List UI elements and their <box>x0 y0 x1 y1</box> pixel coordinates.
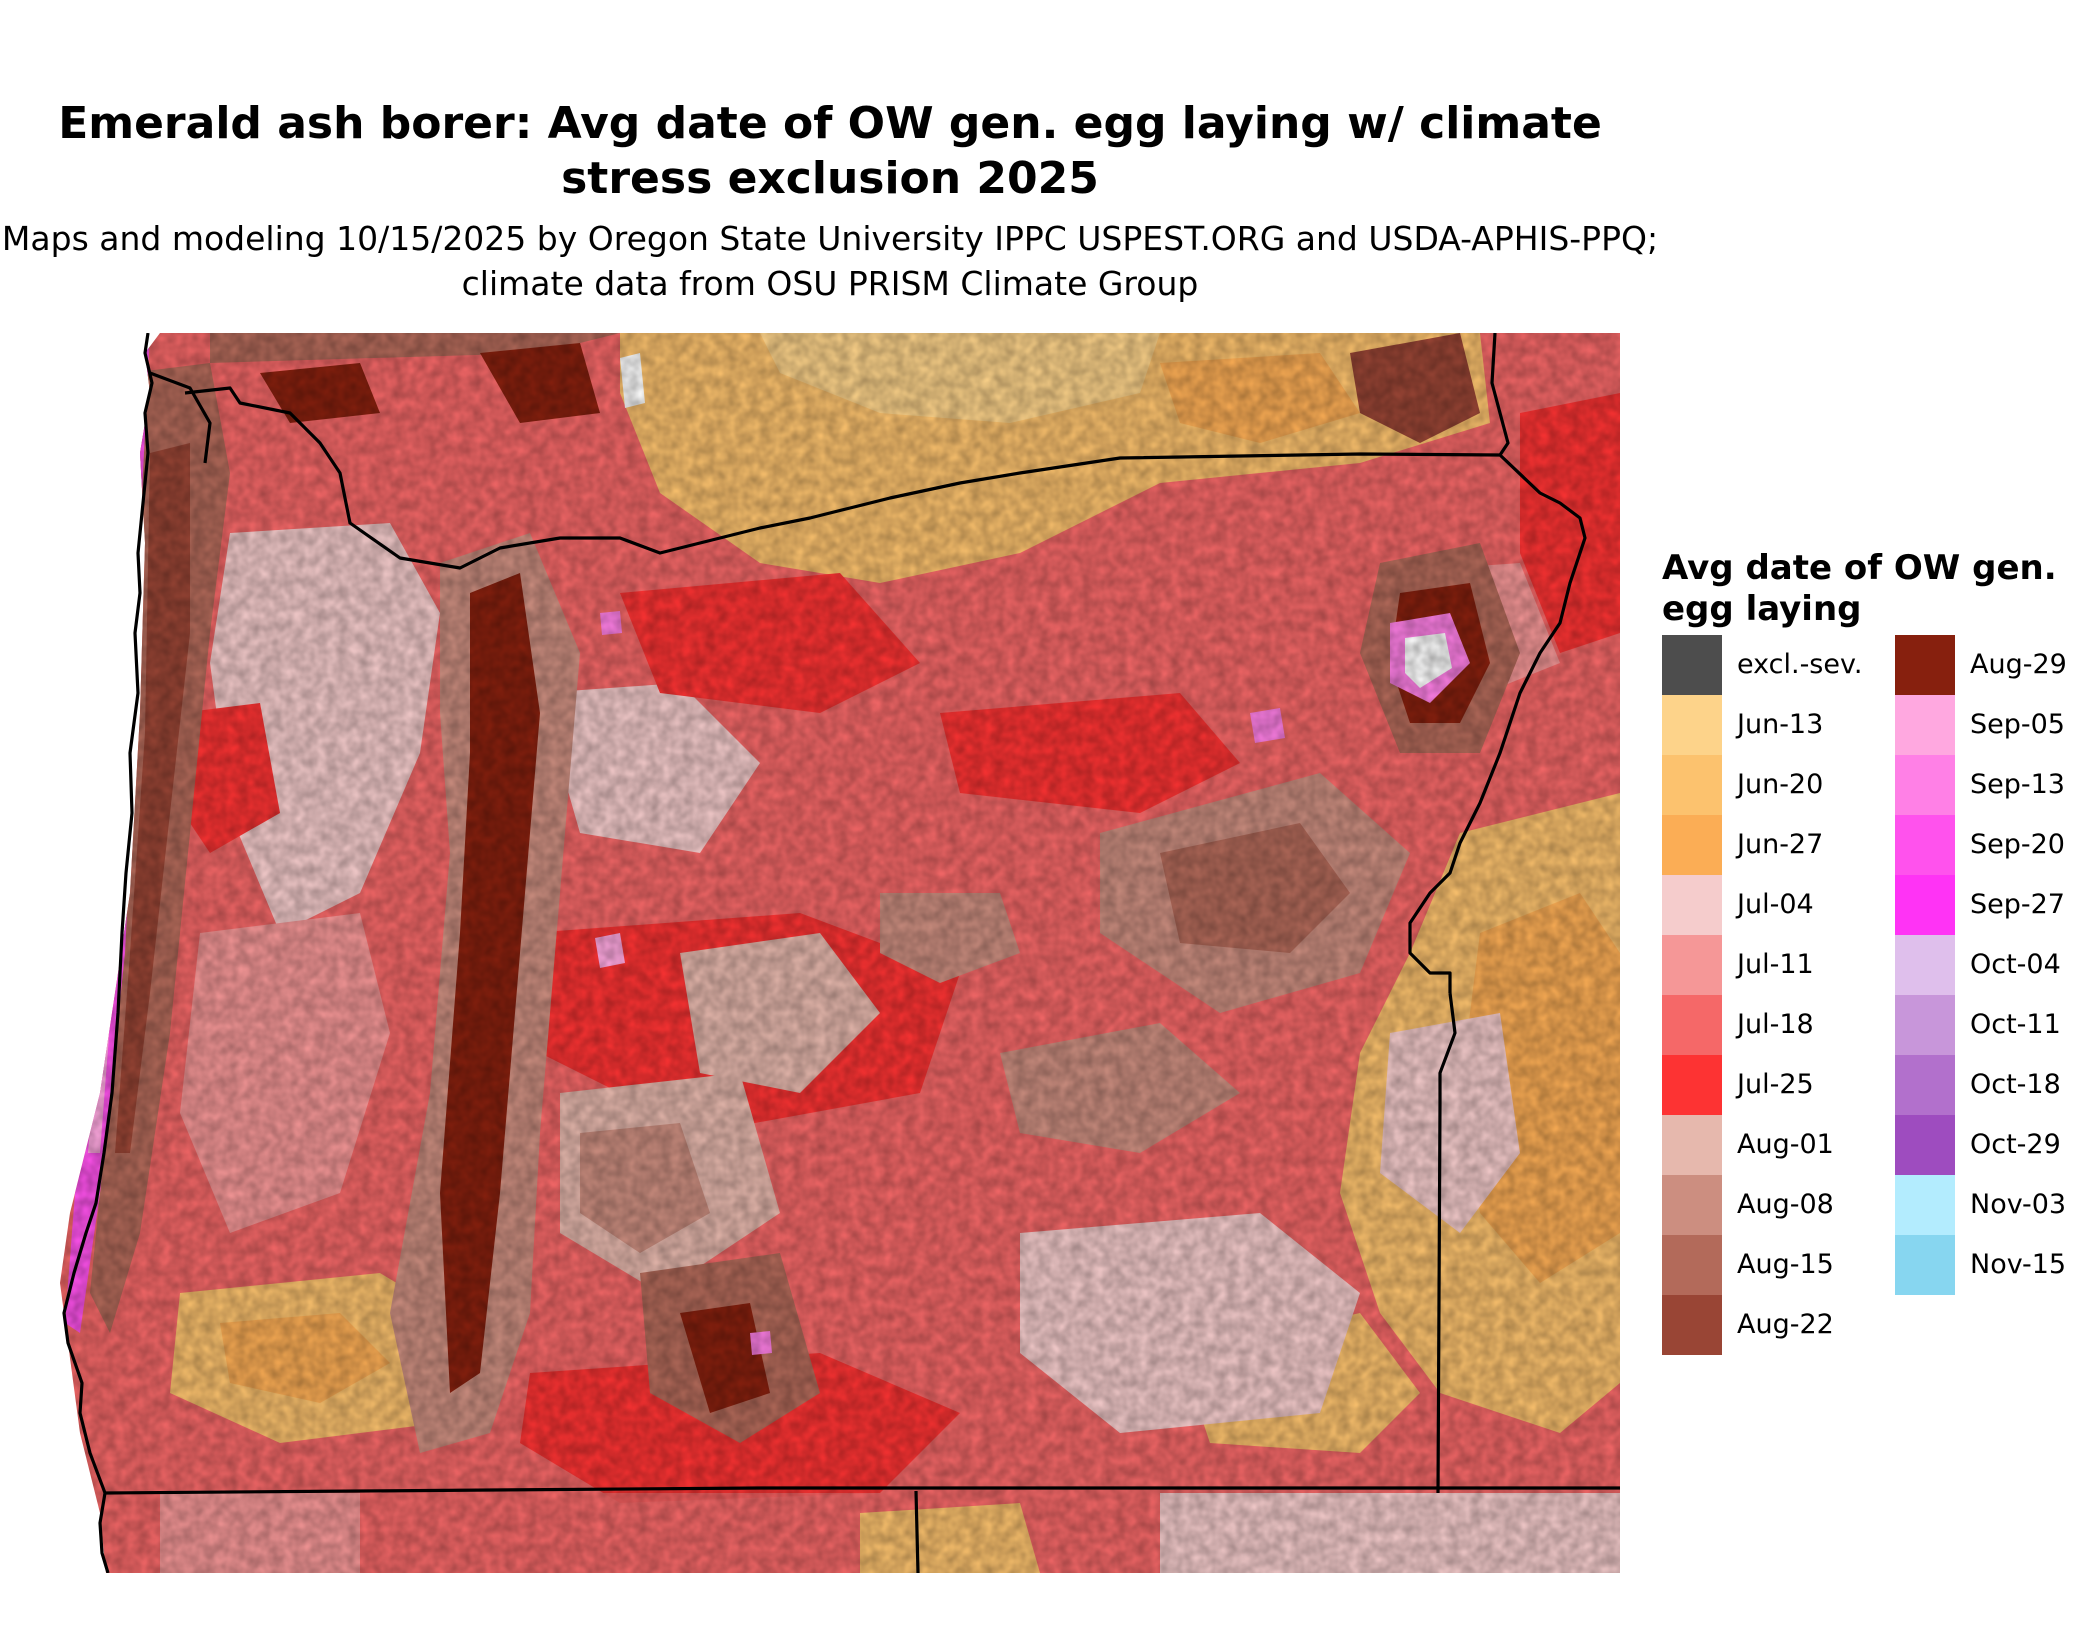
or-id-border <box>1436 992 1457 1494</box>
legend-label: Jul-04 <box>1737 889 1814 920</box>
legend-label: Sep-20 <box>1970 829 2065 860</box>
legend-swatch <box>1662 935 1722 995</box>
legend-swatch <box>1895 1055 1955 1115</box>
map-title: Emerald ash borer: Avg date of OW gen. e… <box>58 98 1602 204</box>
legend-swatch <box>1895 995 1955 1055</box>
legend-swatch <box>1895 935 1955 995</box>
legend-swatch <box>1895 755 1955 815</box>
legend-label: Oct-18 <box>1970 1069 2061 1100</box>
columbia-river-border <box>184 386 1587 993</box>
oregon-phenology-map <box>60 333 1620 1573</box>
legend-label: Oct-29 <box>1970 1129 2061 1160</box>
legend-swatch <box>1895 1175 1955 1235</box>
legend-swatch <box>1662 995 1722 1055</box>
legend-label: Aug-01 <box>1737 1129 1834 1160</box>
legend-swatch <box>1895 875 1955 935</box>
or-ca-nv-border <box>104 1486 1620 1495</box>
legend-label: Jul-25 <box>1737 1069 1814 1100</box>
legend-label: Jun-13 <box>1737 709 1824 740</box>
legend-swatch <box>1662 1235 1722 1295</box>
legend-label: Nov-03 <box>1970 1189 2067 1220</box>
legend-swatch <box>1662 1115 1722 1175</box>
legend-title: Avg date of OW gen. egg laying <box>1662 548 2057 629</box>
legend-swatch <box>1662 1175 1722 1235</box>
legend-label: Oct-04 <box>1970 949 2061 980</box>
map-raster <box>60 333 1620 1573</box>
state-boundaries <box>62 333 1620 1573</box>
legend-label: Jun-20 <box>1737 769 1824 800</box>
legend-label: Aug-15 <box>1737 1249 1834 1280</box>
legend-swatch <box>1895 1115 1955 1175</box>
legend-label: Sep-05 <box>1970 709 2065 740</box>
pacific-coastline <box>62 333 154 1573</box>
legend-label: Jul-11 <box>1737 949 1814 980</box>
legend-swatch <box>1662 695 1722 755</box>
legend-label: Jul-18 <box>1737 1009 1814 1040</box>
wa-id-border <box>1490 333 1510 456</box>
legend-label: Nov-15 <box>1970 1249 2067 1280</box>
legend-label: Aug-22 <box>1737 1309 1834 1340</box>
legend-label: Oct-11 <box>1970 1009 2061 1040</box>
legend-label: Aug-29 <box>1970 649 2067 680</box>
legend-swatch <box>1662 755 1722 815</box>
legend-label: Jun-27 <box>1737 829 1824 860</box>
legend-swatch <box>1662 875 1722 935</box>
legend-swatch <box>1895 815 1955 875</box>
legend-swatch <box>1895 635 1955 695</box>
legend-label: Sep-13 <box>1970 769 2065 800</box>
legend-swatch <box>1662 1055 1722 1115</box>
legend-swatch <box>1662 635 1722 695</box>
legend-label: Aug-08 <box>1737 1189 1834 1220</box>
map-subtitle: Maps and modeling 10/15/2025 by Oregon S… <box>1 219 1659 303</box>
puget-coastline <box>149 371 212 464</box>
ca-nv-border <box>914 1490 920 1573</box>
legend-label: Sep-27 <box>1970 889 2065 920</box>
legend-swatch <box>1895 1235 1955 1295</box>
legend-swatch <box>1895 695 1955 755</box>
legend-label: excl.-sev. <box>1737 649 1863 680</box>
legend-swatch <box>1662 815 1722 875</box>
legend-swatch <box>1662 1295 1722 1355</box>
